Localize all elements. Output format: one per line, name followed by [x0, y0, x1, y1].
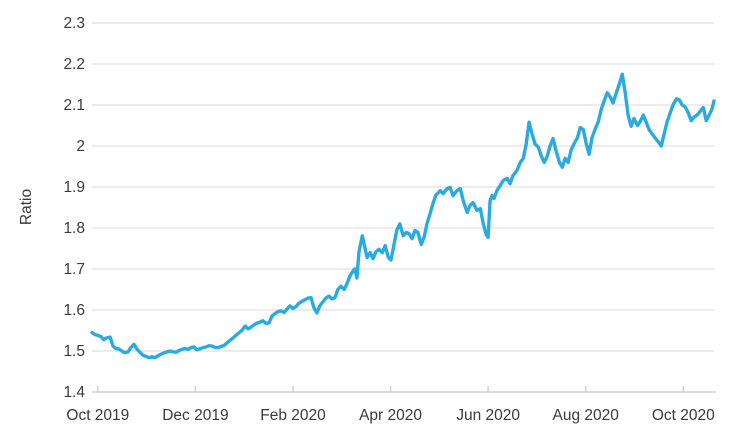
y-tick-label: 1.4: [63, 384, 85, 401]
y-tick-label: 2.3: [63, 15, 85, 32]
x-tick-label: Jun 2020: [456, 407, 520, 424]
y-tick-label: 1.6: [63, 302, 85, 319]
x-tick-label: Oct 2020: [652, 407, 715, 424]
x-tick-label: Feb 2020: [260, 407, 326, 424]
series-line: [90, 72, 716, 360]
y-tick-label: 2.2: [63, 56, 85, 73]
x-tick-label: Oct 2019: [66, 407, 129, 424]
x-tick-label: Aug 2020: [553, 407, 620, 424]
y-tick-label: 1.8: [63, 220, 85, 237]
y-tick-label: 2: [76, 138, 85, 155]
y-tick-label: 1.9: [63, 179, 85, 196]
x-tick-label: Apr 2020: [359, 407, 422, 424]
y-tick-label: 1.7: [63, 261, 85, 278]
y-axis-title: Ratio: [18, 189, 35, 225]
y-tick-label: 2.1: [63, 97, 85, 114]
x-tick-label: Dec 2019: [162, 407, 228, 424]
y-tick-label: 1.5: [63, 343, 85, 360]
